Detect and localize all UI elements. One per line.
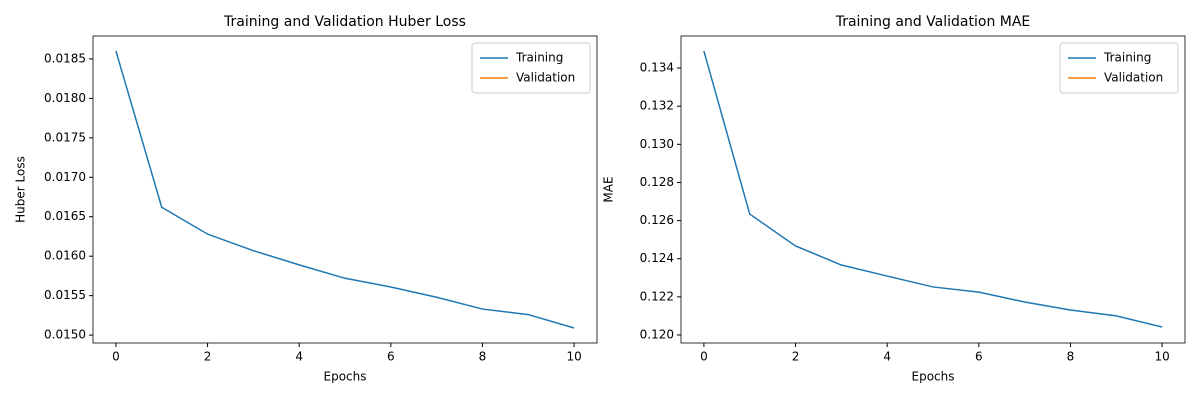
legend-label: Training <box>515 51 563 65</box>
chart-title: Training and Validation MAE <box>835 14 1031 30</box>
y-tick-label: 0.134 <box>640 61 674 75</box>
x-tick-label: 6 <box>975 350 983 364</box>
x-tick-label: 0 <box>112 350 120 364</box>
y-tick-label: 0.122 <box>640 289 674 303</box>
y-tick-label: 0.132 <box>640 99 674 113</box>
plot-frame <box>680 35 1186 344</box>
legend-box <box>471 42 591 94</box>
x-tick-label: 4 <box>883 350 891 364</box>
y-tick-label: 0.0175 <box>44 130 86 144</box>
y-tick-label: 0.0155 <box>44 288 86 302</box>
x-tick-label: 8 <box>479 350 487 364</box>
legend-label: Training <box>1103 51 1151 65</box>
x-tick-label: 6 <box>387 350 395 364</box>
y-axis-label: Huber Loss <box>14 156 28 223</box>
x-tick-label: 10 <box>566 350 581 364</box>
y-tick-label: 0.128 <box>640 175 674 189</box>
x-tick-label: 10 <box>1154 350 1169 364</box>
x-tick-label: 0 <box>700 350 708 364</box>
y-tick-label: 0.126 <box>640 213 674 227</box>
y-tick-label: 0.130 <box>640 137 674 151</box>
x-tick-label: 2 <box>792 350 800 364</box>
y-tick-label: 0.120 <box>640 327 674 341</box>
x-tick-label: 4 <box>295 350 303 364</box>
subplot: Training and Validation MAE Epochs MAE 0 2 4 6… <box>602 14 1186 384</box>
x-axis-label: Epochs <box>912 370 955 384</box>
x-tick-label: 2 <box>204 350 212 364</box>
y-axis-label: MAE <box>602 176 616 202</box>
y-tick-label: 0.0185 <box>44 51 86 65</box>
line <box>115 50 575 329</box>
subplot: Training and Validation Huber Loss Epochs… <box>14 14 598 384</box>
plot-frame <box>92 35 598 344</box>
y-tick-label: 0.0160 <box>44 249 86 263</box>
y-tick-label: 0.0180 <box>44 91 86 105</box>
legend: Training Validation <box>471 42 591 94</box>
legend-box <box>1059 42 1179 94</box>
x-tick-label: 8 <box>1067 350 1075 364</box>
legend-label: Validation <box>1104 71 1163 85</box>
chart-title: Training and Validation Huber Loss <box>223 14 466 30</box>
y-tick-label: 0.0165 <box>44 209 86 223</box>
legend-label: Validation <box>516 71 575 85</box>
y-tick-label: 0.0150 <box>44 328 86 342</box>
y-tick-label: 0.0170 <box>44 170 86 184</box>
x-axis-label: Epochs <box>324 370 367 384</box>
line <box>703 50 1163 328</box>
legend: Training Validation <box>1059 42 1179 94</box>
y-tick-label: 0.124 <box>640 251 674 265</box>
